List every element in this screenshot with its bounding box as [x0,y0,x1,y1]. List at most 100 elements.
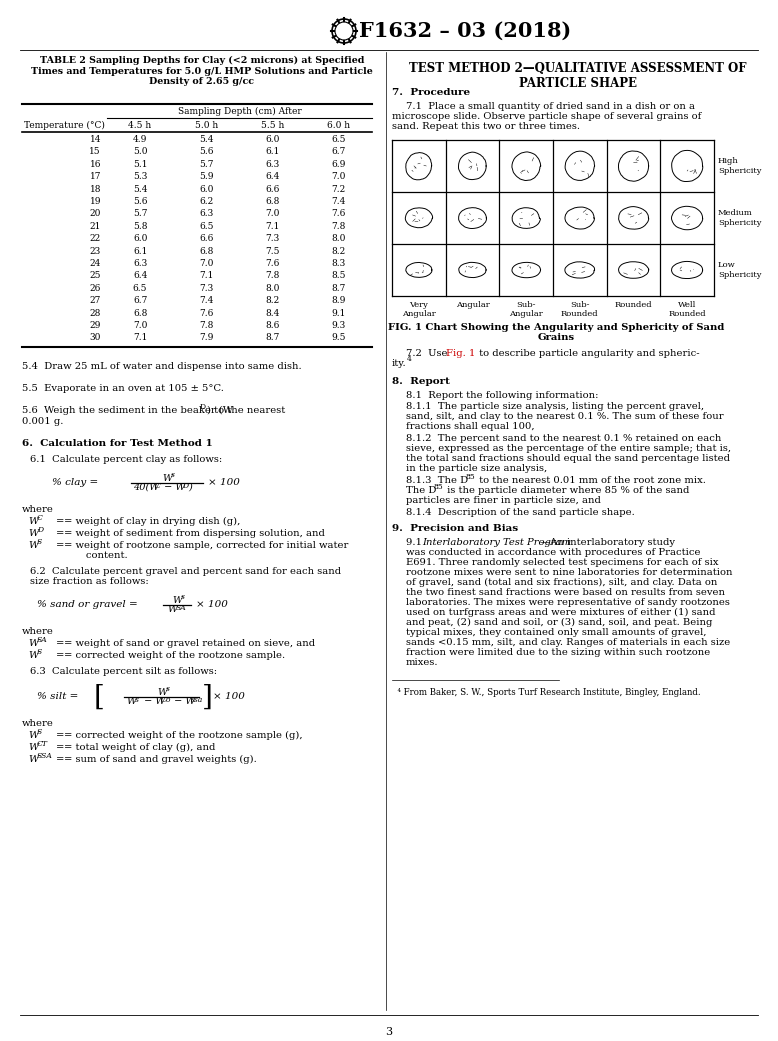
Text: 8.3: 8.3 [331,259,346,268]
Text: Sub-
Angular: Sub- Angular [510,301,543,319]
Text: 7.9: 7.9 [199,333,214,342]
Text: = weight of sand or gravel retained on sieve, and: = weight of sand or gravel retained on s… [64,639,315,648]
Text: 6.5: 6.5 [331,135,346,144]
Polygon shape [405,208,433,228]
Text: 5.4  Draw 25 mL of water and dispense into same dish.: 5.4 Draw 25 mL of water and dispense int… [22,362,302,371]
Text: 29: 29 [89,321,101,330]
Text: Grains: Grains [538,333,575,342]
Text: 6.8: 6.8 [199,247,214,256]
Text: 5.3: 5.3 [133,172,147,181]
Text: 6.1  Calculate percent clay as follows:: 6.1 Calculate percent clay as follows: [30,455,223,464]
Text: 6.7: 6.7 [331,148,346,156]
Text: E691. Three randomly selected test specimens for each of six: E691. Three randomly selected test speci… [406,558,719,567]
Text: 0.001 g.: 0.001 g. [22,416,63,426]
Text: = sum of sand and gravel weights (g).: = sum of sand and gravel weights (g). [64,755,257,764]
Text: content.: content. [64,551,128,560]
Text: ssa: ssa [191,695,203,704]
Polygon shape [458,152,486,180]
Text: 9.5: 9.5 [331,333,346,342]
Text: Sampling Depth (cm) After: Sampling Depth (cm) After [177,107,301,117]
Text: 6.4: 6.4 [133,272,147,280]
Text: SA: SA [176,604,187,612]
Text: Rounded: Rounded [615,301,652,309]
Text: 6.9: 6.9 [331,160,346,169]
Text: the total sand fractions should equal the sand percentage listed: the total sand fractions should equal th… [406,454,730,463]
Text: 23: 23 [89,247,101,256]
Text: sand, silt, and clay to the nearest 0.1 %. The sum of these four: sand, silt, and clay to the nearest 0.1 … [406,412,724,421]
Text: = weight of sediment from dispersing solution, and: = weight of sediment from dispersing sol… [64,529,325,538]
Text: where: where [22,627,54,636]
Text: 25: 25 [89,272,101,280]
Text: 6.1: 6.1 [265,148,280,156]
Text: and peat, (2) sand and soil, or (3) sand, soil, and peat. Being: and peat, (2) sand and soil, or (3) sand… [406,618,713,627]
Text: Well
Rounded: Well Rounded [668,301,706,319]
Text: 8.  Report: 8. Report [392,377,450,386]
Text: % sand or gravel =: % sand or gravel = [37,601,138,609]
Text: 5.0: 5.0 [133,148,147,156]
Text: =: = [56,755,65,764]
Text: 8.0: 8.0 [331,234,346,244]
Text: ]: ] [202,683,212,710]
Text: 9.1: 9.1 [406,538,428,547]
Text: 6.2: 6.2 [199,197,213,206]
Text: =: = [56,516,65,526]
Text: —An interlaboratory study: —An interlaboratory study [540,538,675,547]
Text: sand. Repeat this two or three times.: sand. Repeat this two or three times. [392,122,580,131]
Text: 8.7: 8.7 [331,284,346,293]
Text: 7.6: 7.6 [265,259,280,268]
Text: 7.2  Use: 7.2 Use [406,349,450,358]
Text: 3: 3 [385,1027,393,1037]
Text: =: = [56,651,65,660]
Text: 7.  Procedure: 7. Procedure [392,88,470,97]
Text: Medium
Sphericity: Medium Sphericity [718,209,762,227]
Text: Temperature (°C): Temperature (°C) [24,121,105,130]
Polygon shape [619,206,649,229]
Text: 8.0: 8.0 [265,284,280,293]
Text: D: D [37,526,43,534]
Text: s: s [171,471,175,479]
Text: C: C [37,514,43,522]
Text: 8.5: 8.5 [331,272,346,280]
Text: 6.0 h: 6.0 h [328,121,350,130]
Text: 6.5: 6.5 [133,284,147,293]
Polygon shape [406,153,432,180]
Text: % clay =: % clay = [52,478,98,487]
Text: 6.0: 6.0 [133,234,147,244]
Polygon shape [512,208,541,228]
Text: 6.0: 6.0 [199,184,214,194]
Text: W: W [28,651,38,660]
Text: 7.1  Place a small quantity of dried sand in a dish or on a: 7.1 Place a small quantity of dried sand… [406,102,695,111]
Text: 7.2: 7.2 [331,184,346,194]
Text: 5.6  Weigh the sediment in the beaker (W: 5.6 Weigh the sediment in the beaker (W [22,406,233,415]
Text: 27: 27 [89,297,101,305]
Text: × 100: × 100 [196,601,228,609]
Text: 28: 28 [89,308,101,318]
Text: TABLE 2 Sampling Depths for Clay (<2 microns) at Specified
Times and Temperature: TABLE 2 Sampling Depths for Clay (<2 mic… [31,56,373,86]
Text: SA: SA [37,636,47,643]
Text: C: C [155,482,161,490]
Text: =: = [56,529,65,538]
Text: W: W [28,541,38,550]
Polygon shape [512,262,541,278]
Text: W: W [126,696,136,706]
Text: 7.1: 7.1 [265,222,280,231]
Polygon shape [459,262,486,278]
Text: where: where [22,505,54,514]
Text: 17: 17 [89,172,101,181]
Text: − W: − W [171,696,195,706]
Text: 6.4: 6.4 [265,172,280,181]
Text: 6.6: 6.6 [265,184,280,194]
Text: S: S [37,648,42,656]
Text: 21: 21 [89,222,101,231]
Text: W: W [162,474,172,483]
Text: 8.1.4  Description of the sand particle shape.: 8.1.4 Description of the sand particle s… [406,508,635,517]
Text: the two finest sand fractions were based on results from seven: the two finest sand fractions were based… [406,588,725,596]
Text: in the particle size analysis,: in the particle size analysis, [406,464,547,473]
Polygon shape [459,207,486,229]
Polygon shape [671,206,703,230]
Text: fraction were limited due to the sizing within such rootzone: fraction were limited due to the sizing … [406,648,710,657]
Text: 6.0: 6.0 [265,135,280,144]
Text: Co: Co [161,695,171,704]
Text: % silt =: % silt = [37,692,79,702]
Text: 6.3: 6.3 [265,160,280,169]
